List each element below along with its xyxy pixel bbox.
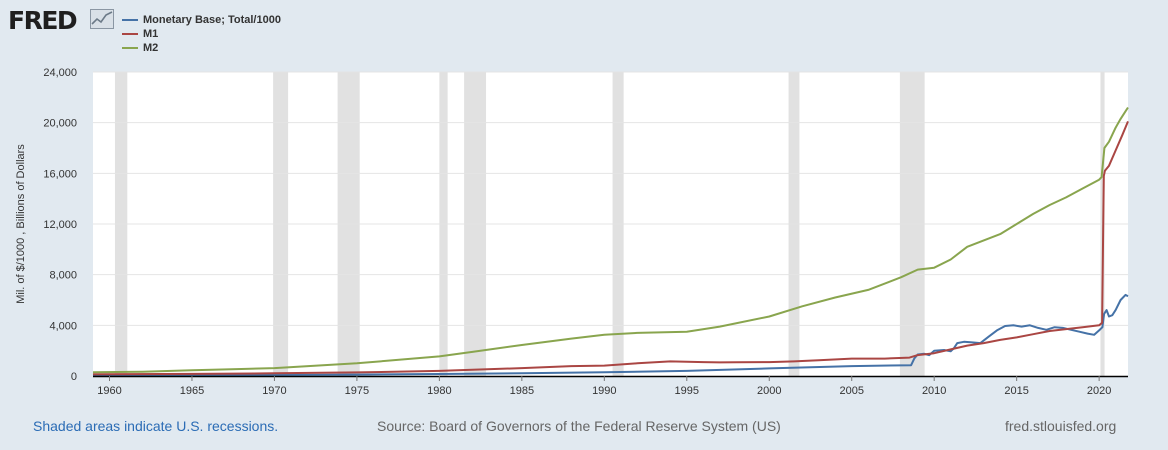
- y-tick-label: 0: [71, 371, 77, 383]
- legend-label: M2: [143, 42, 159, 54]
- legend-swatch: [122, 47, 138, 49]
- y-tick-label: 16,000: [43, 168, 77, 180]
- fred-url[interactable]: fred.stlouisfed.org: [1005, 418, 1117, 434]
- x-tick-label: 1990: [592, 385, 616, 397]
- y-tick-label: 12,000: [43, 219, 77, 231]
- y-tick-label: 24,000: [43, 67, 77, 79]
- legend-swatch: [122, 19, 138, 21]
- series-line-m2[interactable]: [92, 106, 1129, 374]
- series-line-m1[interactable]: [92, 121, 1129, 376]
- x-tick-label: 1975: [345, 385, 369, 397]
- x-tick-label: 1985: [510, 385, 534, 397]
- legend-swatch: [122, 33, 138, 35]
- gridlines-group: [93, 71, 1128, 326]
- recession-note: Shaded areas indicate U.S. recessions.: [33, 418, 279, 434]
- source-text: Source: Board of Governors of the Federa…: [377, 418, 781, 434]
- x-tick-label: 2015: [1004, 385, 1028, 397]
- axes-group: 0 4,000 8,000 12,000 16,000 20,000 24,000 1960 1…: [15, 67, 1128, 397]
- x-tick-label: 1980: [427, 385, 451, 397]
- line-chart: 0 4,000 8,000 12,000 16,000 20,000 24,000 1960 1…: [15, 67, 1129, 397]
- legend-label: Monetary Base; Total/1000: [143, 14, 281, 26]
- x-tick-label: 2005: [839, 385, 863, 397]
- x-tick-label: 2000: [757, 385, 781, 397]
- line-graph-icon: [90, 9, 114, 29]
- y-tick-label: 20,000: [43, 118, 77, 130]
- y-tick-label: 4,000: [49, 320, 77, 332]
- x-tick-label: 1970: [262, 385, 286, 397]
- y-axis-title: Mil. of $/1000 , Billions of Dollars: [15, 144, 27, 304]
- x-tick-label: 2020: [1087, 385, 1111, 397]
- fred-logo[interactable]: FRED: [8, 6, 78, 35]
- x-tick-label: 1965: [180, 385, 204, 397]
- series-group: [92, 106, 1129, 377]
- x-tick-label: 2010: [922, 385, 946, 397]
- legend-label: M1: [143, 28, 159, 40]
- x-tick-label: 1960: [97, 385, 121, 397]
- y-tick-label: 8,000: [49, 270, 77, 282]
- x-tick-label: 1995: [675, 385, 699, 397]
